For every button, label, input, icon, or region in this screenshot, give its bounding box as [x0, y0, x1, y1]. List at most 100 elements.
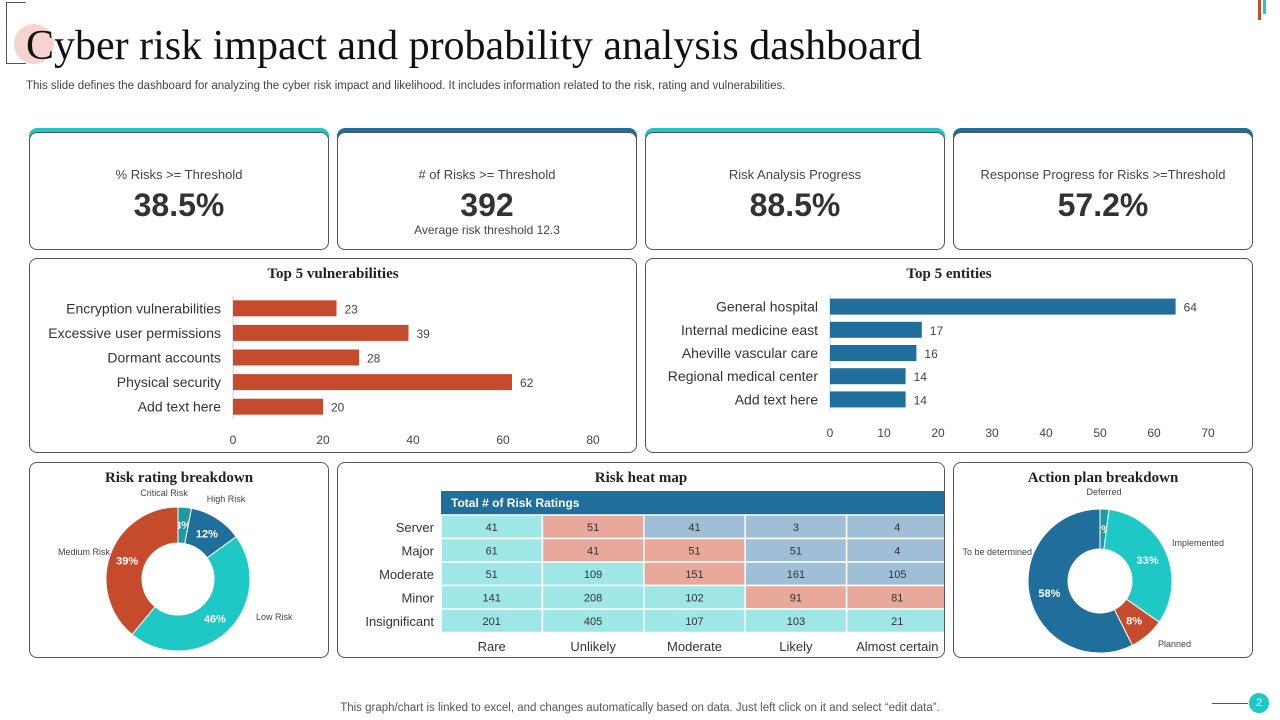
heatmap-cell-value: 105	[888, 569, 906, 581]
bar	[233, 324, 409, 341]
x-tick-label: 20	[931, 426, 945, 440]
slice-name-label: Critical Risk	[140, 488, 188, 498]
bar-value-label: 39	[417, 327, 431, 341]
category-label: Add text here	[735, 391, 818, 407]
bar-value-label: 14	[914, 393, 928, 407]
donut-slice	[1103, 508, 1173, 623]
heatmap-cell-value: 41	[486, 522, 498, 534]
donut-slice	[1027, 508, 1134, 654]
decorative-circle	[14, 24, 54, 64]
bar-value-label: 62	[520, 376, 534, 390]
panel-action-plan: Action plan breakdown 2% Deferred 33% Imple…	[953, 462, 1253, 658]
heatmap-cell-value: 109	[584, 569, 602, 581]
bar	[830, 345, 917, 361]
kpi-card-risks-percent: % Risks >= Threshold 38.5%	[29, 128, 329, 250]
bar	[233, 398, 323, 415]
bar-value-label: 16	[924, 347, 938, 361]
page-number-line	[1212, 703, 1248, 704]
heatmap-column-label: Almost certain	[856, 639, 938, 654]
kpi-accent-bar	[953, 128, 1253, 140]
heatmap-cell-value: 103	[787, 616, 805, 628]
kpi-value: 88.5%	[749, 187, 841, 223]
heatmap-cell-value: 107	[685, 616, 703, 628]
x-tick-label: 10	[877, 426, 891, 440]
heatmap-row-label: Moderate	[379, 567, 434, 582]
decorative-bar-teal	[1263, 0, 1266, 14]
category-label: Physical security	[117, 374, 221, 390]
x-tick-label: 0	[827, 426, 834, 440]
category-label: Add text here	[138, 399, 221, 415]
kpi-subtext: Average risk threshold 12.3	[414, 223, 560, 237]
heatmap-cell-value: 91	[790, 592, 802, 604]
slice-name-label: Planned	[1158, 639, 1191, 649]
kpi-card-analysis-progress: Risk Analysis Progress 88.5%	[645, 128, 945, 250]
category-label: Dormant accounts	[107, 350, 221, 366]
panel-top-entities: Top 5 entities General hospital 64 Interna…	[645, 258, 1253, 453]
bar-value-label: 28	[367, 352, 381, 366]
heatmap-row-label: Minor	[401, 590, 434, 605]
slice-percent-label: 12%	[196, 528, 218, 540]
slice-percent-label: 39%	[116, 556, 138, 568]
bar-chart-entities: General hospital 64 Internal medicine east…	[668, 295, 1215, 440]
chart-title: Risk rating breakdown	[104, 470, 254, 486]
heatmap-column-label: Moderate	[667, 639, 722, 654]
decorative-bar-orange	[1258, 0, 1261, 20]
slice-name-label: Medium Risk	[58, 547, 111, 557]
x-tick-label: 60	[1147, 426, 1161, 440]
panel-risk-rating: Risk rating breakdown 3% Critical Risk 12%…	[29, 462, 329, 658]
kpi-accent-bar	[645, 128, 945, 140]
kpi-value: 38.5%	[133, 187, 225, 223]
bar	[830, 391, 906, 408]
bar-value-label: 14	[914, 370, 928, 384]
kpi-label: # of Risks >= Threshold	[418, 167, 556, 182]
x-tick-label: 70	[1201, 426, 1215, 440]
bar-chart-vulnerabilities: Encryption vulnerabilities 23 Excessive us…	[48, 296, 600, 447]
heatmap-cell-value: 102	[685, 592, 703, 604]
x-tick-label: 0	[230, 433, 237, 447]
category-label: Aheville vascular care	[682, 345, 818, 361]
slice-percent-label: 46%	[204, 613, 226, 625]
heatmap-cell-value: 4	[894, 522, 900, 534]
bar-value-label: 23	[345, 302, 359, 316]
page-number: 2	[1249, 693, 1269, 713]
heatmap-row-label: Major	[401, 543, 434, 558]
heatmap-column-label: Unlikely	[570, 639, 616, 654]
chart-title: Risk heat map	[594, 470, 688, 486]
heatmap-cell-value: 41	[688, 522, 700, 534]
heatmap-column-label: Rare	[478, 639, 506, 654]
category-label: General hospital	[716, 299, 818, 315]
heatmap-cell-value: 61	[486, 545, 498, 557]
x-tick-label: 60	[496, 433, 510, 447]
category-label: Internal medicine east	[681, 322, 818, 338]
bar	[830, 321, 922, 338]
footer-note: This graph/chart is linked to excel, and…	[340, 702, 940, 714]
x-tick-label: 40	[1039, 426, 1053, 440]
kpi-value: 392	[460, 187, 514, 223]
slice-percent-label: 8%	[1126, 615, 1142, 627]
heatmap-row-label: Server	[396, 520, 435, 535]
heatmap-cell-value: 21	[891, 616, 903, 628]
chart-title: Top 5 vulnerabilities	[267, 266, 399, 282]
bar-value-label: 64	[1184, 301, 1198, 315]
heatmap-header-label: Total # of Risk Ratings	[451, 496, 580, 510]
heatmap-cell-value: 81	[891, 592, 903, 604]
slice-name-label: Deferred	[1086, 487, 1121, 497]
category-label: Encryption vulnerabilities	[66, 300, 221, 316]
slice-name-label: To be determined	[962, 547, 1032, 557]
heatmap-cell-value: 208	[584, 592, 602, 604]
heatmap-cell-value: 405	[584, 616, 602, 628]
bar	[830, 368, 906, 385]
heatmap-cell-value: 51	[587, 522, 599, 534]
panel-top-vulnerabilities: Top 5 vulnerabilities Encryption vulnera…	[29, 258, 637, 453]
category-label: Excessive user permissions	[48, 325, 221, 341]
donut-slice	[105, 506, 179, 636]
heatmap-row-label: Insignificant	[365, 614, 434, 629]
heatmap-cell-value: 151	[685, 569, 703, 581]
page-title: Cyber risk impact and probability analys…	[26, 23, 922, 69]
bar	[233, 349, 359, 366]
slice-name-label: Implemented	[1172, 538, 1224, 548]
kpi-card-risks-count: # of Risks >= Threshold 392 Average risk…	[337, 128, 637, 250]
kpi-label: Response Progress for Risks >=Threshold	[980, 167, 1226, 182]
slice-name-label: High Risk	[207, 494, 246, 504]
